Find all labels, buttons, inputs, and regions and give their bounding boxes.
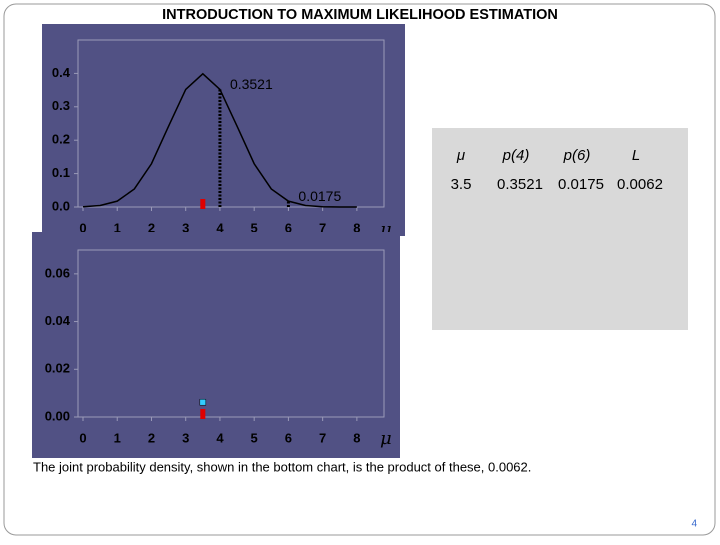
- slide-title: INTRODUCTION TO MAXIMUM LIKELIHOOD ESTIM…: [162, 7, 558, 23]
- plot-area: [77, 249, 385, 418]
- x-tick-label: 3: [182, 220, 189, 235]
- marker-label: 0.0175: [298, 188, 341, 204]
- x-tick-label: 7: [319, 220, 326, 235]
- x-tick-label: 4: [216, 220, 224, 235]
- x-tick-label: 5: [251, 430, 258, 445]
- x-tick-label: 7: [319, 430, 326, 445]
- table-cell: 3.5: [451, 176, 472, 193]
- x-axis-label: μ: [380, 219, 392, 240]
- table-cell: 0.0175: [558, 176, 604, 193]
- y-tick-label: 0.1: [52, 165, 70, 180]
- x-tick-label: 2: [148, 430, 155, 445]
- y-tick-label: 0.02: [45, 361, 70, 376]
- x-tick-label: 0: [79, 430, 86, 445]
- y-tick-label: 0.2: [52, 132, 70, 147]
- y-tick-label: 0.3: [52, 98, 70, 113]
- mu-marker: [200, 409, 206, 419]
- charts: 0.0 0.1 0.2 0.3 0.4 0 1 2 3 4 5 6 7 8 μ 0.3521 0.0175 0.0…: [32, 24, 405, 458]
- page-number: 4: [691, 519, 697, 530]
- table-cell: 0.3521: [497, 176, 543, 193]
- x-tick-label: 1: [114, 220, 121, 235]
- plot-area: [77, 39, 385, 208]
- marker-label: 0.3521: [230, 76, 273, 92]
- x-tick-label: 6: [285, 220, 292, 235]
- y-tick-label: 0.00: [45, 408, 70, 423]
- table-header: μ: [456, 147, 465, 164]
- table-box: [432, 128, 688, 330]
- point: [199, 398, 207, 406]
- y-tick-label: 0.0: [52, 198, 70, 213]
- x-tick-label: 8: [353, 430, 360, 445]
- table-header: p(6): [563, 147, 591, 164]
- mu-marker: [200, 199, 206, 209]
- x-tick-label: 1: [114, 430, 121, 445]
- y-tick-label: 0.06: [45, 265, 70, 280]
- y-tick-label: 0.4: [52, 65, 71, 80]
- x-tick-label: 4: [216, 430, 224, 445]
- x-axis-label: μ: [380, 428, 392, 449]
- density-curve: [82, 72, 357, 208]
- table-header: L: [632, 147, 640, 164]
- x-tick-label: 3: [182, 430, 189, 445]
- table-header: p(4): [502, 147, 530, 164]
- caption: The joint probability density, shown in …: [33, 459, 531, 474]
- x-tick-label: 6: [285, 430, 292, 445]
- x-tick-label: 5: [251, 220, 258, 235]
- x-tick-label: 8: [353, 220, 360, 235]
- table-cell: 0.0062: [617, 176, 663, 193]
- x-tick-label: 2: [148, 220, 155, 235]
- x-tick-label: 0: [79, 220, 86, 235]
- y-tick-label: 0.04: [45, 313, 71, 328]
